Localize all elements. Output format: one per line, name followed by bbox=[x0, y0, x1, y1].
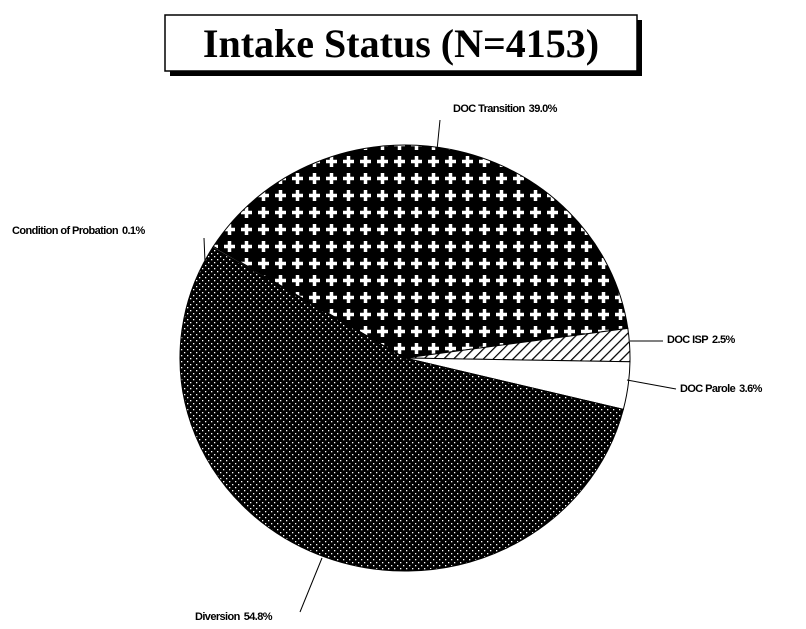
leader-line bbox=[626, 379, 677, 390]
slice-category: Diversion bbox=[195, 611, 241, 623]
leader-line bbox=[299, 557, 323, 613]
pie-slice bbox=[212, 144, 629, 359]
slice-category: DOC Parole bbox=[680, 383, 736, 395]
leader-line bbox=[436, 119, 441, 151]
slice-category: Condition of Probation bbox=[12, 225, 119, 237]
pie-slice bbox=[179, 246, 624, 572]
slice-label: DOC Transition 39.0% bbox=[453, 103, 558, 115]
pie-slice bbox=[211, 245, 406, 359]
slice-label: DOC Parole 3.6% bbox=[680, 383, 763, 395]
slice-value: 2.5% bbox=[712, 334, 735, 346]
leader-line bbox=[203, 237, 206, 263]
slice-label: DOC ISP 2.5% bbox=[667, 334, 736, 346]
slice-value: 39.0% bbox=[529, 103, 558, 115]
slice-value: 3.6% bbox=[739, 383, 762, 395]
slice-category: DOC Transition bbox=[453, 103, 526, 115]
slice-value: 0.1% bbox=[122, 225, 145, 237]
slice-value: 54.8% bbox=[244, 611, 273, 623]
slice-category: DOC ISP bbox=[667, 334, 708, 346]
chart-title: Intake Status (N=4153) bbox=[203, 21, 599, 66]
slice-label: Condition of Probation 0.1% bbox=[12, 225, 145, 237]
slice-label: Diversion 54.8% bbox=[195, 611, 273, 623]
title-box bbox=[164, 14, 638, 72]
